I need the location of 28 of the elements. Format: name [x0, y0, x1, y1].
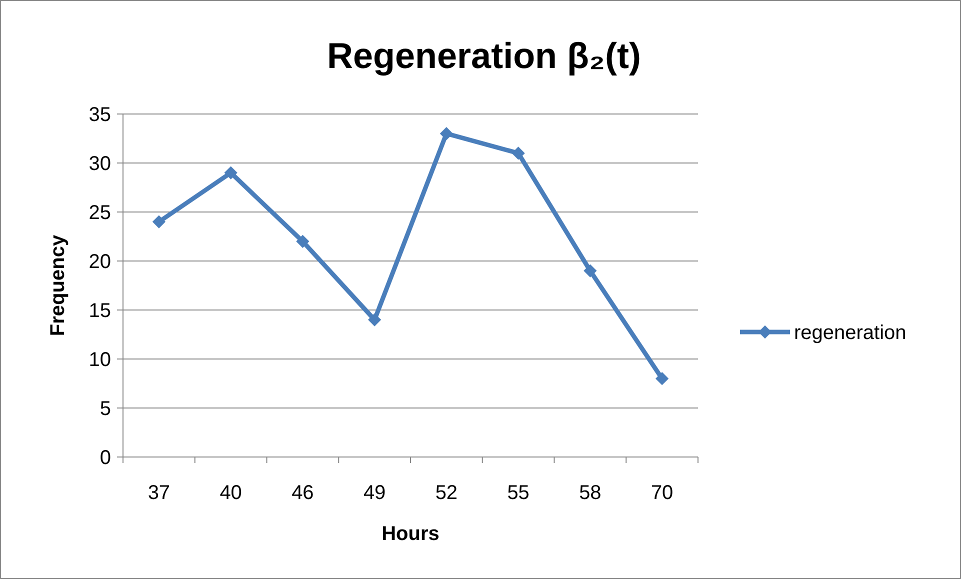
point: [655, 372, 669, 386]
chart-title: Regeneration β₂(t): [327, 35, 641, 76]
y-tick-label: 5: [100, 398, 111, 420]
x-tick-label: 40: [220, 482, 242, 504]
x-axis-title: Hours: [382, 523, 440, 545]
x-tick-label: 46: [292, 482, 314, 504]
y-tick-label: 30: [88, 153, 111, 175]
point: [296, 234, 310, 248]
point: [224, 166, 238, 180]
point: [368, 313, 382, 326]
x-tick-label: 37: [148, 482, 170, 504]
y-tick-label: 35: [88, 104, 111, 126]
x-tick-label: 58: [579, 482, 602, 504]
legend-label: regeneration: [794, 322, 906, 344]
y-axis-title: Frequency: [47, 234, 69, 336]
x-tick-label: 49: [363, 482, 386, 504]
point: [584, 264, 597, 278]
y-tick-label: 0: [100, 447, 111, 469]
x-tick-label: 55: [507, 482, 530, 504]
y-tick-label: 25: [88, 202, 111, 224]
x-tick-label: 70: [650, 482, 674, 504]
x-tick-label: 52: [435, 482, 458, 504]
point: [152, 215, 166, 228]
point: [440, 127, 454, 140]
point: [512, 146, 525, 160]
y-tick-label: 10: [88, 349, 111, 371]
y-tick-label: 15: [88, 300, 111, 322]
y-tick-label: 20: [88, 251, 111, 273]
